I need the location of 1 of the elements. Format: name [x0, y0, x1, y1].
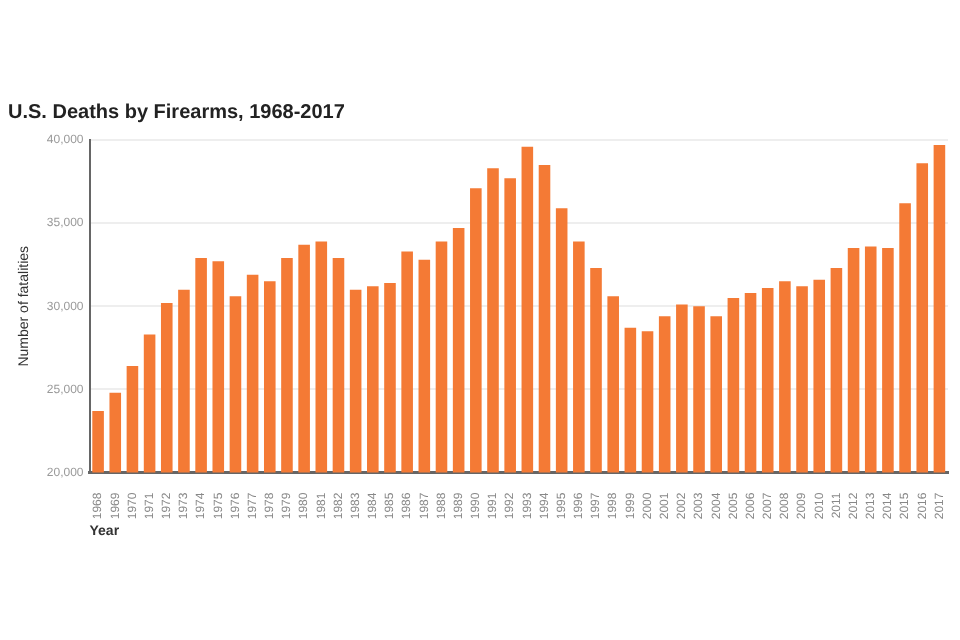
chart-title: U.S. Deaths by Firearms, 1968-2017	[8, 101, 346, 124]
